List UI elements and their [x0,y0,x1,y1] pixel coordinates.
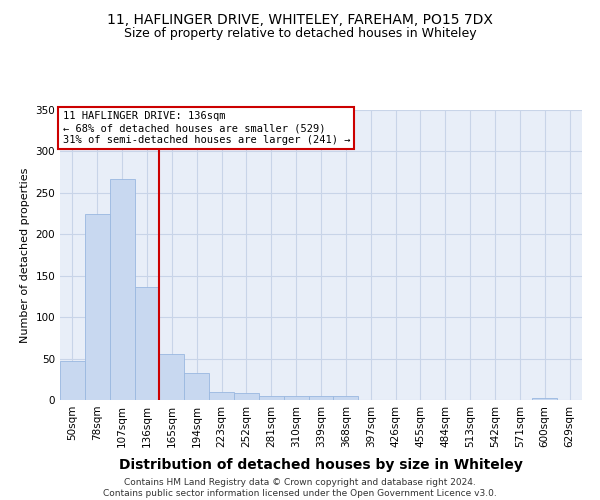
Y-axis label: Number of detached properties: Number of detached properties [20,168,30,342]
Text: Size of property relative to detached houses in Whiteley: Size of property relative to detached ho… [124,28,476,40]
Bar [110,179,134,400]
Bar [334,396,358,400]
Bar [209,392,234,400]
Bar [308,396,334,400]
Bar [134,288,160,400]
X-axis label: Distribution of detached houses by size in Whiteley: Distribution of detached houses by size … [119,458,523,472]
Text: 11 HAFLINGER DRIVE: 136sqm
← 68% of detached houses are smaller (529)
31% of sem: 11 HAFLINGER DRIVE: 136sqm ← 68% of deta… [62,112,350,144]
Bar [184,374,209,400]
Bar [259,396,284,400]
Bar [234,394,259,400]
Text: 11, HAFLINGER DRIVE, WHITELEY, FAREHAM, PO15 7DX: 11, HAFLINGER DRIVE, WHITELEY, FAREHAM, … [107,12,493,26]
Bar [60,361,85,400]
Bar [532,398,557,400]
Text: Contains HM Land Registry data © Crown copyright and database right 2024.
Contai: Contains HM Land Registry data © Crown c… [103,478,497,498]
Bar [85,214,110,400]
Bar [284,396,308,400]
Bar [160,354,184,400]
